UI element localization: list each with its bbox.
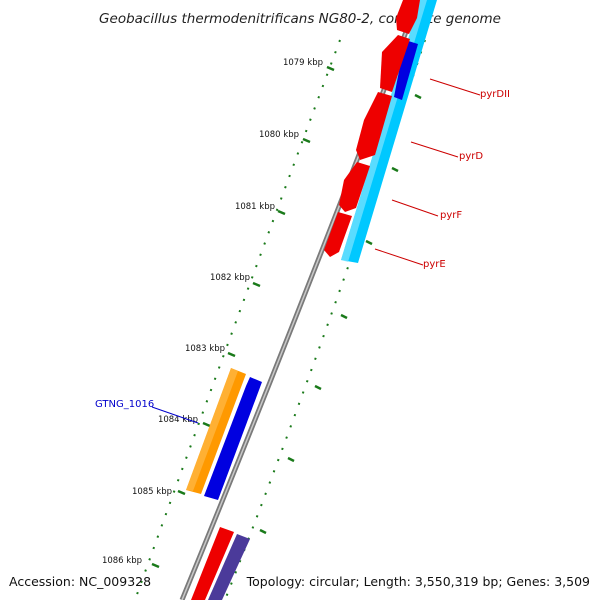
tick-label-1081: 1081 kbp: [235, 202, 275, 212]
tick-label-1079: 1079 kbp: [283, 58, 323, 68]
accession-text: Accession: NC_009328: [9, 574, 151, 589]
ruler-ticks: [151, 65, 422, 569]
tick-label-1080: 1080 kbp: [259, 130, 299, 140]
tick-label-1082: 1082 kbp: [210, 273, 250, 283]
gene-label-pyre[interactable]: pyrE: [423, 259, 446, 270]
outer-ruler-line: [134, 39, 341, 600]
purple-gene-bottom[interactable]: [208, 534, 250, 600]
gene-gtng-1016[interactable]: [186, 368, 246, 494]
blue-gene-feature[interactable]: [204, 377, 262, 500]
red-gene-features[interactable]: [324, 0, 420, 257]
tick-label-1085: 1085 kbp: [132, 487, 172, 497]
cyan-feature-track[interactable]: [341, 0, 437, 263]
genome-backbone: [179, 0, 421, 600]
gene-label-pyrdii[interactable]: pyrDII: [480, 89, 510, 100]
tick-label-1086: 1086 kbp: [102, 556, 142, 566]
red-gene-bottom[interactable]: [191, 527, 234, 600]
gene-label-gtng-1016[interactable]: GTNG_1016: [95, 399, 154, 410]
gene-label-pyrd[interactable]: pyrD: [459, 151, 483, 162]
map-title: Geobacillus thermodenitrificans NG80-2, …: [99, 11, 501, 27]
tick-label-1084: 1084 kbp: [158, 415, 198, 425]
gene-label-pyrf[interactable]: pyrF: [440, 210, 462, 221]
gene-leader-lines: [151, 78, 481, 424]
genome-stats-text: Topology: circular; Length: 3,550,319 bp…: [246, 574, 590, 589]
blue-feature-top[interactable]: [394, 40, 418, 100]
tick-label-1083: 1083 kbp: [185, 344, 225, 354]
